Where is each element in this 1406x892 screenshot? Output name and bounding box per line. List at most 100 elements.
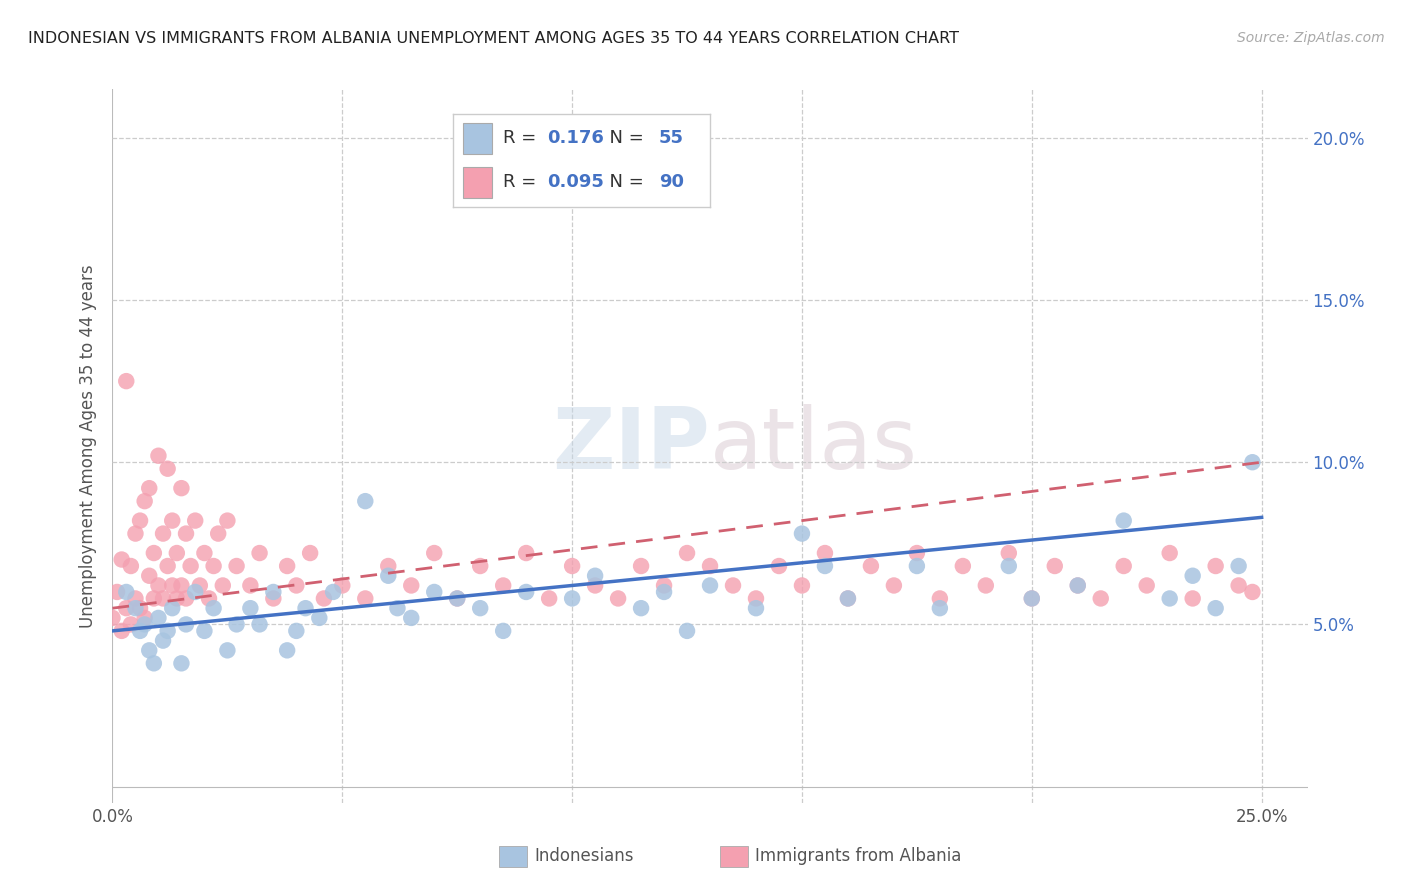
Point bbox=[193, 624, 215, 638]
Point bbox=[1090, 591, 1112, 606]
Y-axis label: Unemployment Among Ages 35 to 44 years: Unemployment Among Ages 35 to 44 years bbox=[79, 264, 97, 628]
Point bbox=[120, 559, 142, 574]
Point bbox=[262, 591, 284, 606]
Point bbox=[974, 578, 997, 592]
Point bbox=[583, 568, 606, 582]
Point bbox=[1227, 578, 1250, 592]
Point bbox=[170, 578, 193, 592]
Point bbox=[120, 617, 142, 632]
Point bbox=[129, 624, 152, 638]
Point bbox=[124, 591, 146, 606]
Point bbox=[129, 601, 152, 615]
Point bbox=[211, 578, 233, 592]
Point bbox=[790, 526, 813, 541]
Point bbox=[152, 633, 174, 648]
Point bbox=[134, 494, 156, 508]
Point bbox=[138, 568, 160, 582]
Point bbox=[174, 526, 197, 541]
Text: INDONESIAN VS IMMIGRANTS FROM ALBANIA UNEMPLOYMENT AMONG AGES 35 TO 44 YEARS COR: INDONESIAN VS IMMIGRANTS FROM ALBANIA UN… bbox=[28, 31, 959, 46]
Point bbox=[249, 617, 271, 632]
Point bbox=[538, 591, 561, 606]
Point bbox=[377, 559, 399, 574]
Point bbox=[905, 546, 928, 560]
Point bbox=[115, 601, 138, 615]
Point bbox=[129, 514, 152, 528]
Point bbox=[607, 591, 630, 606]
Point bbox=[276, 643, 298, 657]
Point bbox=[174, 591, 197, 606]
Point bbox=[322, 585, 344, 599]
Point bbox=[652, 585, 675, 599]
Point bbox=[401, 578, 423, 592]
Point bbox=[299, 546, 322, 560]
Point bbox=[285, 624, 308, 638]
Point bbox=[1181, 568, 1204, 582]
Point bbox=[152, 591, 174, 606]
Point bbox=[1067, 578, 1090, 592]
Point bbox=[162, 578, 183, 592]
Point bbox=[515, 585, 537, 599]
Point bbox=[745, 591, 768, 606]
Point bbox=[202, 559, 225, 574]
Point bbox=[1021, 591, 1043, 606]
Point bbox=[1227, 559, 1250, 574]
Point bbox=[446, 591, 468, 606]
Point bbox=[837, 591, 859, 606]
Point bbox=[294, 601, 316, 615]
Point bbox=[134, 617, 156, 632]
Point bbox=[515, 546, 537, 560]
Point bbox=[583, 578, 606, 592]
Point bbox=[162, 601, 183, 615]
Point bbox=[1205, 601, 1227, 615]
Point bbox=[239, 578, 262, 592]
Point bbox=[387, 601, 409, 615]
Point bbox=[354, 494, 377, 508]
Point bbox=[745, 601, 768, 615]
Point bbox=[837, 591, 859, 606]
Point bbox=[699, 578, 721, 592]
Point bbox=[998, 546, 1021, 560]
Point bbox=[174, 617, 197, 632]
Point bbox=[115, 585, 138, 599]
Point bbox=[142, 657, 165, 671]
Point bbox=[111, 552, 134, 566]
Point bbox=[142, 546, 165, 560]
Point bbox=[308, 611, 330, 625]
Point bbox=[142, 591, 165, 606]
Text: Indonesians: Indonesians bbox=[534, 847, 634, 865]
Point bbox=[198, 591, 221, 606]
Point bbox=[166, 591, 188, 606]
Point bbox=[152, 526, 174, 541]
Point bbox=[225, 617, 247, 632]
Point bbox=[330, 578, 353, 592]
Point bbox=[492, 624, 515, 638]
Point bbox=[928, 591, 950, 606]
Point bbox=[156, 461, 179, 475]
Point bbox=[1159, 546, 1181, 560]
Point bbox=[1159, 591, 1181, 606]
Point bbox=[699, 559, 721, 574]
Point bbox=[239, 601, 262, 615]
Point bbox=[470, 601, 492, 615]
Text: ZIP: ZIP bbox=[553, 404, 710, 488]
Point bbox=[162, 514, 183, 528]
Point bbox=[1241, 585, 1264, 599]
Point bbox=[202, 601, 225, 615]
Text: Source: ZipAtlas.com: Source: ZipAtlas.com bbox=[1237, 31, 1385, 45]
Point bbox=[561, 559, 583, 574]
Point bbox=[859, 559, 882, 574]
Point bbox=[170, 657, 193, 671]
Point bbox=[883, 578, 905, 592]
Point bbox=[492, 578, 515, 592]
Point bbox=[276, 559, 298, 574]
Point bbox=[207, 526, 229, 541]
Point bbox=[170, 481, 193, 495]
Point bbox=[905, 559, 928, 574]
Point bbox=[768, 559, 790, 574]
Point bbox=[652, 578, 675, 592]
Point bbox=[184, 514, 207, 528]
Point bbox=[676, 624, 699, 638]
Point bbox=[401, 611, 423, 625]
Point bbox=[138, 643, 160, 657]
Point bbox=[180, 559, 202, 574]
